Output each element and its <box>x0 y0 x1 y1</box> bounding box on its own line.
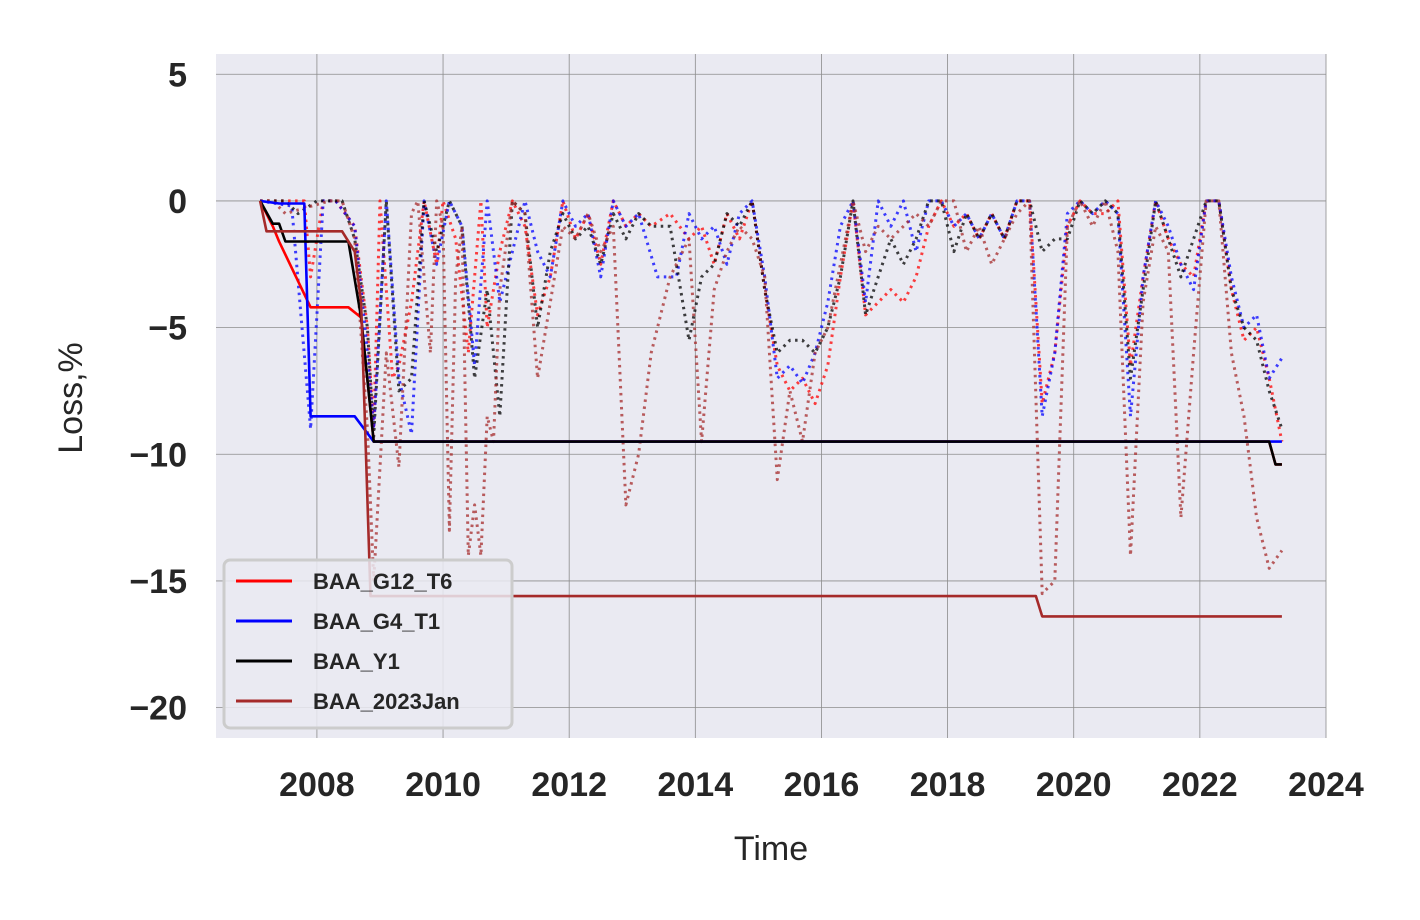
y-tick-label: 0 <box>168 183 187 221</box>
legend: BAA_G12_T6 BAA_G4_T1 BAA_Y1 BAA_2023Jan <box>222 558 514 730</box>
x-tick-label: 2008 <box>279 766 355 804</box>
series-line-baa-2023jan <box>258 200 1282 618</box>
legend-box <box>222 558 514 730</box>
solid-series-group <box>258 199 1282 618</box>
y-tick-label: −5 <box>148 310 187 348</box>
x-tick-label: 2012 <box>531 766 607 804</box>
x-tick-label: 2024 <box>1288 766 1364 804</box>
x-tick-label: 2018 <box>910 766 986 804</box>
x-tick-labels: 2008 2010 2012 2014 2016 2018 2020 2022 2024 <box>279 766 1364 804</box>
y-tick-label: −20 <box>129 690 187 728</box>
x-tick-label: 2022 <box>1162 766 1238 804</box>
dotted-series-group <box>259 199 1284 596</box>
y-tick-label: 5 <box>168 56 187 94</box>
x-tick-label: 2016 <box>784 766 860 804</box>
dotted-series-line <box>260 199 1284 442</box>
legend-label: BAA_2023Jan <box>313 689 460 714</box>
legend-label: BAA_G4_T1 <box>313 609 440 634</box>
dotted-series-line <box>260 199 1284 438</box>
legend-label: BAA_Y1 <box>313 649 400 674</box>
legend-label: BAA_G12_T6 <box>313 569 452 594</box>
x-axis-label: Time <box>734 830 808 868</box>
x-tick-label: 2010 <box>405 766 481 804</box>
y-tick-label: −10 <box>129 436 187 474</box>
y-tick-labels: 5 0 −5 −10 −15 −20 <box>129 56 187 727</box>
y-axis-label: Loss,% <box>52 342 90 454</box>
series-line-baa-y1 <box>258 200 1282 466</box>
x-tick-label: 2014 <box>657 766 733 804</box>
y-tick-label: −15 <box>129 563 187 601</box>
x-tick-label: 2020 <box>1036 766 1112 804</box>
grid-lines <box>216 54 1327 738</box>
